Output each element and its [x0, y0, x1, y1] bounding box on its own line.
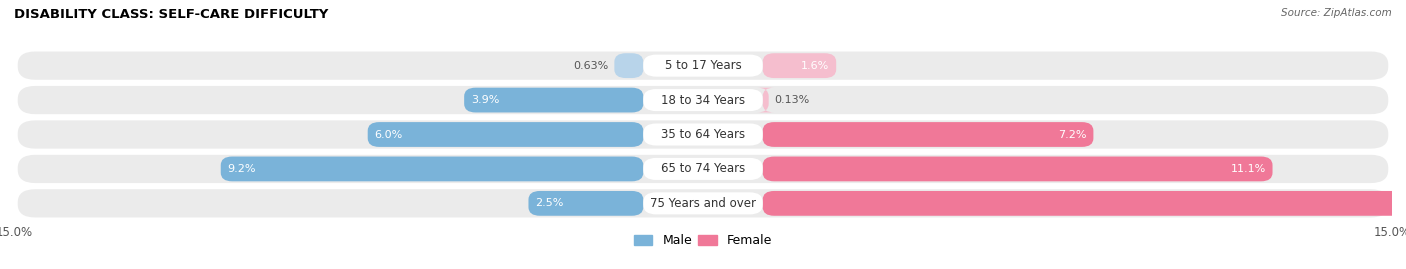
Text: 0.63%: 0.63% [574, 61, 609, 71]
FancyBboxPatch shape [221, 157, 644, 181]
FancyBboxPatch shape [18, 52, 1388, 80]
FancyBboxPatch shape [18, 189, 1388, 217]
Text: Source: ZipAtlas.com: Source: ZipAtlas.com [1281, 8, 1392, 18]
Text: 6.0%: 6.0% [374, 129, 404, 140]
FancyBboxPatch shape [464, 88, 644, 112]
Text: 5 to 17 Years: 5 to 17 Years [665, 59, 741, 72]
Text: 7.2%: 7.2% [1057, 129, 1087, 140]
FancyBboxPatch shape [762, 53, 837, 78]
Text: 18 to 34 Years: 18 to 34 Years [661, 94, 745, 107]
Text: 0.13%: 0.13% [775, 95, 810, 105]
FancyBboxPatch shape [368, 122, 644, 147]
FancyBboxPatch shape [644, 89, 762, 111]
Text: 9.2%: 9.2% [228, 164, 256, 174]
FancyBboxPatch shape [18, 121, 1388, 148]
FancyBboxPatch shape [614, 53, 644, 78]
FancyBboxPatch shape [529, 191, 644, 216]
Text: 75 Years and over: 75 Years and over [650, 197, 756, 210]
Legend: Male, Female: Male, Female [628, 229, 778, 252]
FancyBboxPatch shape [644, 123, 762, 146]
Text: 2.5%: 2.5% [536, 198, 564, 208]
Text: DISABILITY CLASS: SELF-CARE DIFFICULTY: DISABILITY CLASS: SELF-CARE DIFFICULTY [14, 8, 329, 21]
FancyBboxPatch shape [644, 192, 762, 214]
Text: 35 to 64 Years: 35 to 64 Years [661, 128, 745, 141]
FancyBboxPatch shape [762, 157, 1272, 181]
Text: 11.1%: 11.1% [1230, 164, 1265, 174]
FancyBboxPatch shape [18, 86, 1388, 114]
FancyBboxPatch shape [644, 158, 762, 180]
Text: 1.6%: 1.6% [801, 61, 830, 71]
FancyBboxPatch shape [644, 55, 762, 77]
FancyBboxPatch shape [758, 88, 775, 112]
FancyBboxPatch shape [762, 191, 1406, 216]
Text: 3.9%: 3.9% [471, 95, 499, 105]
Text: 65 to 74 Years: 65 to 74 Years [661, 162, 745, 175]
FancyBboxPatch shape [762, 122, 1094, 147]
FancyBboxPatch shape [18, 155, 1388, 183]
